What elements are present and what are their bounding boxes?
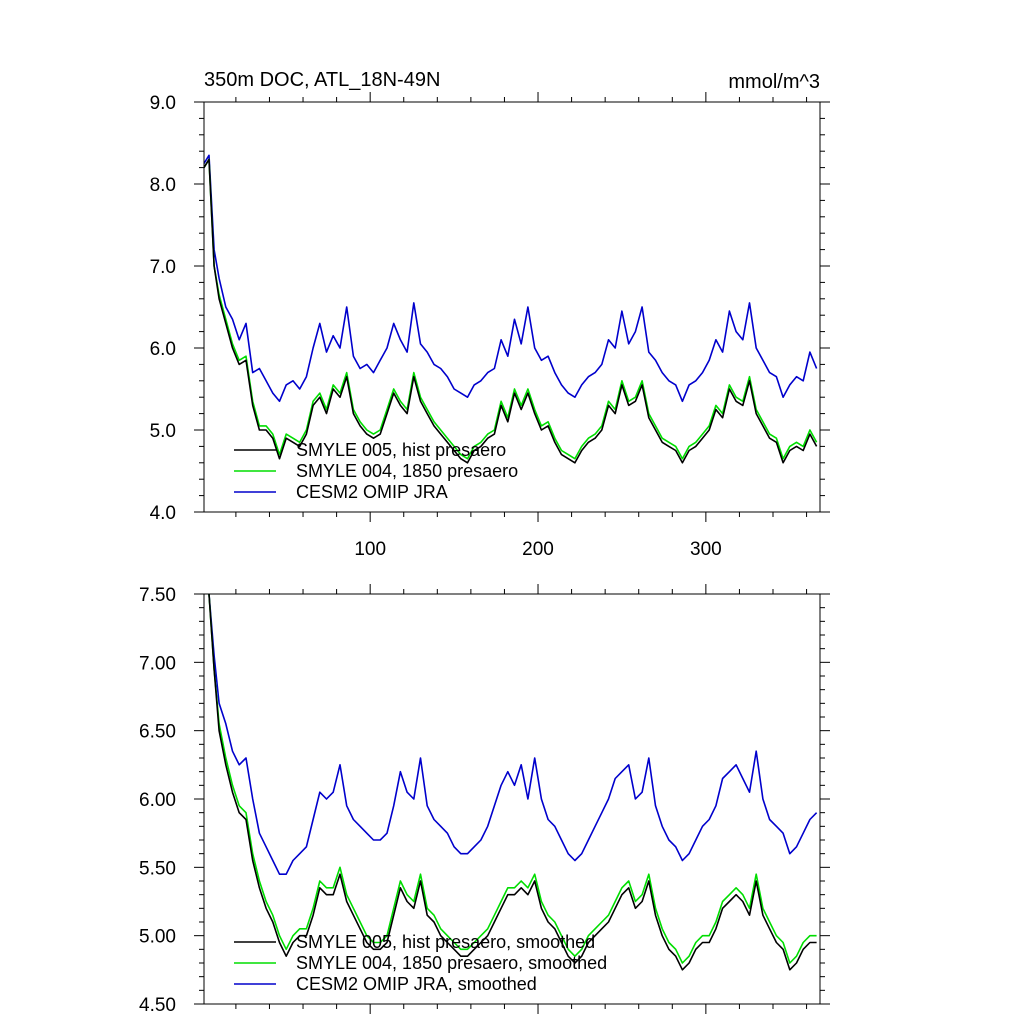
x-tick-label: 200 — [522, 539, 554, 560]
series-line-1 — [203, 158, 818, 464]
y-tick-label: 7.0 — [150, 257, 176, 278]
bottom-panel: 4.50 5.00 5.50 6.00 6.50 7.00 7.50 SMYLE 005, … — [139, 584, 830, 1016]
legend-label-3: CESM2 OMIP JRA, smoothed — [296, 974, 537, 994]
y-tick-label: 7.00 — [139, 653, 176, 674]
y-tick-label: 4.0 — [150, 503, 176, 524]
series-line-2 — [208, 593, 817, 964]
y-tick-label: 8.0 — [150, 175, 176, 196]
y-tick-label: 5.0 — [150, 421, 176, 442]
y-tick-label: 6.50 — [139, 722, 176, 743]
y-tick-label: 6.00 — [139, 790, 176, 811]
plot-frame-top — [203, 101, 821, 513]
plot-frame-bottom — [203, 593, 821, 1005]
x-tick-label: 100 — [354, 539, 386, 560]
x-tick-label: 300 — [690, 539, 722, 560]
series-line-3 — [203, 154, 818, 403]
y-tick-label: 4.50 — [139, 995, 176, 1016]
legend-label-3: CESM2 OMIP JRA — [296, 482, 448, 502]
legend-label-2: SMYLE 004, 1850 presaero — [296, 461, 518, 481]
y-tick-label: 5.50 — [139, 858, 176, 879]
y-tick-label: 9.0 — [150, 93, 176, 114]
units-label: mmol/m^3 — [728, 71, 820, 93]
chart-title: 350m DOC, ATL_18N-49N — [204, 69, 440, 91]
series-line-1 — [208, 593, 817, 971]
y-tick-label: 7.50 — [139, 585, 176, 606]
series-line-2 — [203, 158, 818, 460]
top-panel: 350m DOC, ATL_18N-49N mmol/m^3 4.0 5.0 6.0… — [150, 69, 830, 560]
legend-label-1: SMYLE 005, hist presaero — [296, 440, 506, 460]
legend-label-2: SMYLE 004, 1850 presaero, smoothed — [296, 953, 607, 973]
y-tick-label: 5.00 — [139, 927, 176, 948]
series-line-3 — [208, 593, 818, 876]
legend-label-1: SMYLE 005, hist presaero, smoothed — [296, 932, 595, 952]
y-tick-label: 6.0 — [150, 339, 176, 360]
